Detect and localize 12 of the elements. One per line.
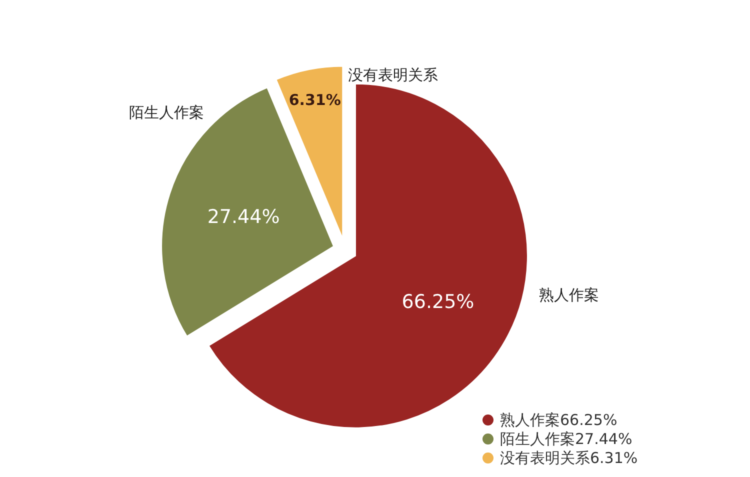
slice-label: 没有表明关系 bbox=[348, 66, 438, 84]
text: 6.31% bbox=[590, 449, 638, 467]
legend-label: 没有表明关系 bbox=[500, 449, 590, 467]
legend-label: 陌生人作案 bbox=[500, 430, 575, 448]
legend-label: 熟人作案 bbox=[500, 411, 560, 429]
text: 66.25% bbox=[560, 411, 618, 429]
data-label: 6.31% bbox=[288, 90, 341, 109]
data-label: 66.25% bbox=[402, 291, 474, 314]
text: 27.44% bbox=[575, 430, 632, 448]
slice-label: 熟人作案 bbox=[539, 286, 599, 304]
slice-label: 陌生人作案 bbox=[128, 103, 204, 122]
data-label: 27.44% bbox=[207, 206, 280, 228]
